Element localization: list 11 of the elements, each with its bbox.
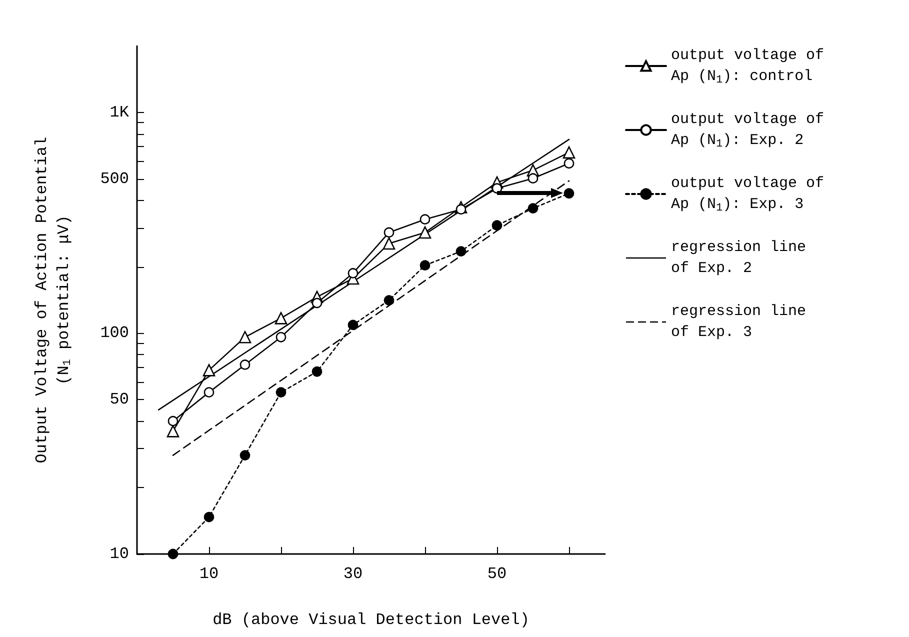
x-tick-label: 30 [343, 565, 363, 583]
legend-label: regression line of Exp. 2 [671, 239, 806, 277]
y-tick-label: 500 [100, 170, 129, 188]
x-axis-title: dB (above Visual Detection Level) [212, 611, 530, 629]
legend-label: regression line of Exp. 3 [671, 303, 806, 341]
y-tick-label: 1K [110, 103, 130, 122]
y-tick-label: 10 [110, 545, 129, 563]
y-tick-label: 50 [110, 390, 129, 409]
x-tick-label: 50 [487, 565, 507, 583]
y-tick-label: 100 [100, 324, 129, 342]
x-tick-label: 10 [199, 565, 219, 583]
